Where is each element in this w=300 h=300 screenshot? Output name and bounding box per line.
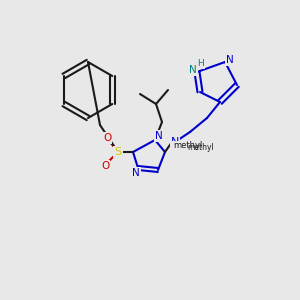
- Text: N: N: [189, 65, 197, 75]
- Text: N: N: [226, 55, 234, 65]
- Text: H: H: [198, 59, 204, 68]
- Text: methyl: methyl: [173, 142, 203, 151]
- Text: N: N: [132, 168, 140, 178]
- Text: N: N: [155, 131, 163, 141]
- Text: O: O: [103, 133, 111, 143]
- Text: N: N: [171, 137, 179, 147]
- Text: methyl: methyl: [187, 142, 214, 152]
- Text: S: S: [114, 147, 122, 157]
- Text: O: O: [101, 161, 109, 171]
